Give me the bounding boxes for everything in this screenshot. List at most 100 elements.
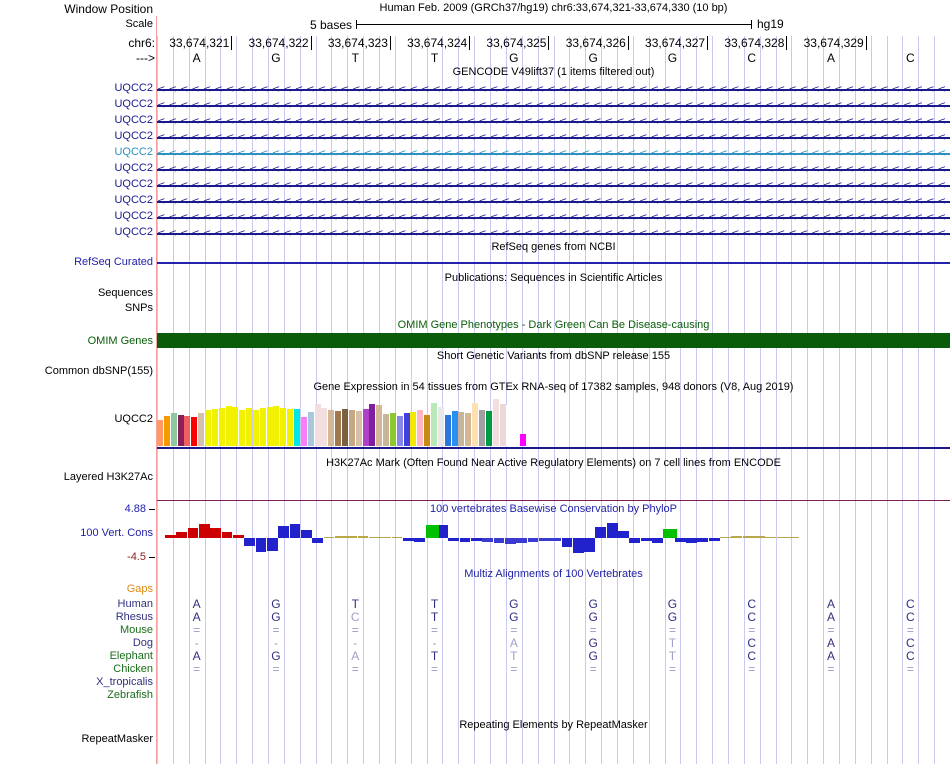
transcript-line[interactable]: [157, 121, 950, 123]
gtex-tissue-bar[interactable]: [232, 407, 239, 446]
gtex-tissue-bar[interactable]: [307, 412, 314, 446]
gtex-tissue-bar[interactable]: [383, 414, 390, 446]
species-label[interactable]: Chicken: [113, 663, 153, 675]
gtex-tissue-bar[interactable]: [444, 415, 451, 446]
gaps-row[interactable]: Gaps: [0, 583, 950, 597]
sequences-track-label[interactable]: Sequences: [97, 287, 153, 299]
gtex-tissue-bar[interactable]: [403, 413, 410, 446]
alignment-row[interactable]: Dog - - - - A G T C A C: [0, 637, 950, 650]
gtex-tissue-bar[interactable]: [465, 413, 472, 446]
refseq-track-label[interactable]: RefSeq Curated: [74, 256, 153, 268]
gtex-tissue-bar[interactable]: [396, 416, 403, 446]
h3k27ac-track-row[interactable]: Layered H3K27Ac: [0, 471, 950, 487]
transcript-line[interactable]: [157, 217, 950, 219]
gtex-tissue-bar[interactable]: [458, 412, 465, 446]
table-row[interactable]: UQCC2 <<<<<<<<<<<<<<<<<<<<<<<<<<<<<<<<<<<…: [0, 130, 950, 146]
table-row[interactable]: UQCC2 <<<<<<<<<<<<<<<<<<<<<<<<<<<<<<<<<<<…: [0, 82, 950, 98]
table-row[interactable]: UQCC2 <<<<<<<<<<<<<<<<<<<<<<<<<<<<<<<<<<<…: [0, 194, 950, 210]
coordinate-ruler[interactable]: chr6: 33,674,321 33,674,322 33,674,323 33,6…: [0, 36, 950, 51]
h3k27ac-track-label[interactable]: Layered H3K27Ac: [63, 471, 153, 483]
refseq-feature-line[interactable]: [157, 262, 950, 264]
gtex-tissue-bar[interactable]: [294, 409, 300, 446]
gtex-tissue-bar[interactable]: [424, 415, 431, 446]
gtex-tissue-bar[interactable]: [198, 413, 205, 446]
gtex-tissue-bar[interactable]: [273, 406, 280, 446]
alignment-row[interactable]: Elephant A G A T T G T C A C: [0, 650, 950, 663]
gtex-tissue-bar[interactable]: [355, 411, 362, 446]
phylop-conservation-wiggle[interactable]: [157, 508, 950, 564]
conservation-label-row[interactable]: 100 Vert. Cons: [0, 527, 950, 543]
gtex-tissue-bar[interactable]: [362, 409, 369, 446]
table-row[interactable]: UQCC2 <<<<<<<<<<<<<<<<<<<<<<<<<<<<<<<<<<<…: [0, 162, 950, 178]
gtex-tissue-bar[interactable]: [417, 410, 424, 446]
transcript-line[interactable]: [157, 89, 950, 91]
species-label[interactable]: Human: [117, 598, 153, 610]
gtex-tissue-bar[interactable]: [520, 434, 527, 446]
gencode-gene-label[interactable]: UQCC2: [114, 162, 153, 174]
sequences-track-row[interactable]: Sequences: [0, 287, 950, 303]
transcript-line[interactable]: [157, 169, 950, 171]
gtex-tissue-bar[interactable]: [157, 420, 163, 446]
gtex-tissue-bar[interactable]: [163, 416, 170, 446]
gtex-tissue-bar[interactable]: [184, 416, 191, 446]
gtex-track-label[interactable]: UQCC2: [114, 413, 153, 425]
table-row[interactable]: UQCC2 <<<<<<<<<<<<<<<<<<<<<<<<<<<<<<<<<<<…: [0, 178, 950, 194]
gtex-tissue-bar[interactable]: [376, 405, 383, 446]
alignment-row[interactable]: Rhesus A G C T G G G C A C: [0, 611, 950, 624]
gtex-tissue-bar[interactable]: [280, 408, 287, 446]
species-label[interactable]: Dog: [132, 637, 153, 649]
refseq-track-row[interactable]: RefSeq Curated: [0, 256, 950, 272]
gencode-gene-label[interactable]: UQCC2: [114, 178, 153, 190]
transcript-line[interactable]: [157, 153, 950, 155]
gtex-tissue-bar[interactable]: [225, 406, 232, 446]
alignment-row[interactable]: Zebrafish: [0, 689, 950, 702]
gtex-tissue-bar[interactable]: [211, 409, 218, 446]
gtex-tissue-bar[interactable]: [300, 417, 307, 446]
gencode-gene-label[interactable]: UQCC2: [114, 114, 153, 126]
transcript-line[interactable]: [157, 233, 950, 235]
transcript-line[interactable]: [157, 137, 950, 139]
gtex-tissue-bar[interactable]: [410, 412, 417, 446]
gtex-tissue-bar[interactable]: [472, 403, 479, 446]
table-row[interactable]: UQCC2 <<<<<<<<<<<<<<<<<<<<<<<<<<<<<<<<<<<…: [0, 146, 950, 162]
omim-track-label[interactable]: OMIM Genes: [87, 335, 153, 347]
gtex-tissue-bar[interactable]: [246, 408, 253, 446]
gencode-gene-label[interactable]: UQCC2: [114, 146, 153, 158]
gtex-tissue-bar[interactable]: [431, 403, 437, 446]
gtex-tissue-bar[interactable]: [170, 413, 177, 446]
gaps-track-label[interactable]: Gaps: [126, 583, 153, 595]
gtex-tissue-bar[interactable]: [341, 409, 348, 446]
species-label[interactable]: Elephant: [109, 650, 153, 662]
alignment-row[interactable]: Mouse = = = = = = = = = =: [0, 624, 950, 637]
gtex-tissue-bar[interactable]: [239, 410, 246, 446]
table-row[interactable]: UQCC2 <<<<<<<<<<<<<<<<<<<<<<<<<<<<<<<<<<<…: [0, 114, 950, 130]
gtex-tissue-bar[interactable]: [191, 417, 198, 446]
conservation-track-label[interactable]: 100 Vert. Cons: [80, 527, 153, 539]
gtex-tissue-bar[interactable]: [266, 407, 273, 446]
repeatmasker-track-label[interactable]: RepeatMasker: [81, 733, 153, 745]
table-row[interactable]: UQCC2 <<<<<<<<<<<<<<<<<<<<<<<<<<<<<<<<<<<…: [0, 226, 950, 242]
dbsnp-track-label[interactable]: Common dbSNP(155): [44, 365, 153, 377]
species-label[interactable]: Zebrafish: [107, 689, 153, 701]
gtex-tissue-bar[interactable]: [506, 405, 513, 446]
transcript-line[interactable]: [157, 201, 950, 203]
alignment-row[interactable]: Chicken = = = = = = = = = =: [0, 663, 950, 676]
gencode-gene-label[interactable]: UQCC2: [114, 194, 153, 206]
gtex-tissue-bar[interactable]: [499, 404, 506, 446]
gtex-label-row[interactable]: UQCC2: [0, 413, 950, 429]
transcript-line[interactable]: [157, 185, 950, 187]
table-row[interactable]: UQCC2 <<<<<<<<<<<<<<<<<<<<<<<<<<<<<<<<<<<…: [0, 98, 950, 114]
gtex-tissue-bar[interactable]: [328, 410, 335, 446]
species-label[interactable]: Rhesus: [115, 611, 153, 623]
gencode-gene-label[interactable]: UQCC2: [114, 210, 153, 222]
gtex-tissue-bar[interactable]: [321, 408, 328, 446]
gtex-tissue-bar[interactable]: [259, 408, 266, 446]
table-row[interactable]: UQCC2 <<<<<<<<<<<<<<<<<<<<<<<<<<<<<<<<<<<…: [0, 210, 950, 226]
gtex-tissue-bar[interactable]: [492, 399, 499, 446]
omim-track-row[interactable]: OMIM Genes: [0, 333, 950, 351]
dbsnp-track-row[interactable]: Common dbSNP(155): [0, 365, 950, 381]
gtex-tissue-bar[interactable]: [437, 407, 444, 446]
snps-track-label[interactable]: SNPs: [124, 302, 153, 314]
gtex-tissue-bar[interactable]: [348, 410, 355, 446]
gtex-tissue-bar[interactable]: [252, 410, 259, 446]
